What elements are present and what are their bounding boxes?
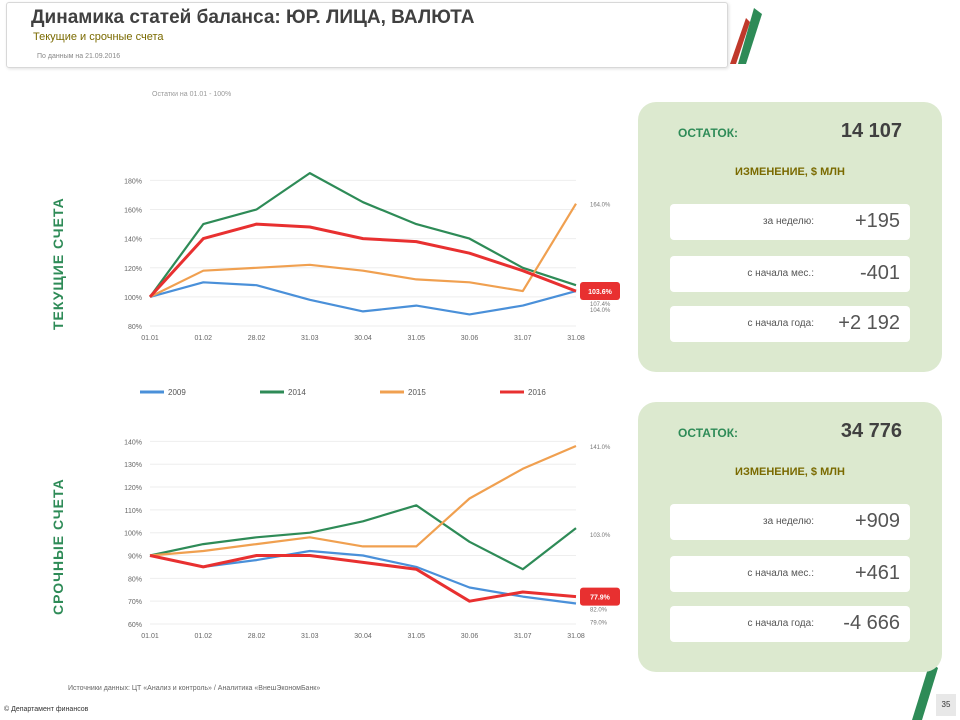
- y-tick-label: 100%: [124, 295, 142, 302]
- end-value-label: 103.0%: [590, 533, 611, 539]
- series-line-2015: [149, 203, 577, 298]
- x-tick-label: 31.03: [301, 633, 319, 640]
- highlight-box: [580, 587, 620, 606]
- end-value-label: 104.0%: [590, 308, 611, 314]
- row-month: с начала мес.: +461: [670, 556, 910, 592]
- y-tick-label: 110%: [125, 508, 142, 515]
- row-label: с начала года:: [747, 618, 814, 629]
- y-tick-label: 60%: [128, 622, 142, 629]
- highlight-value-label: 77.9%: [590, 595, 611, 602]
- y-tick-label: 70%: [128, 599, 142, 606]
- x-tick-label: 01.01: [141, 335, 159, 342]
- row-label: с начала мес.:: [747, 568, 814, 579]
- chart-current-accounts: Остатки на 01.01 - 100% 80% 100% 120% 140% 16…: [124, 91, 620, 342]
- end-value-label: 107.4%: [590, 302, 611, 308]
- series-line-2016: [149, 554, 577, 603]
- brand-logo-icon: [730, 8, 762, 64]
- row-value: +461: [854, 562, 900, 584]
- y-tick-label: 180%: [124, 178, 142, 185]
- row-week: за неделю: +909: [670, 504, 910, 540]
- end-value-label: 79.0%: [590, 620, 608, 626]
- y-tick-label: 120%: [124, 485, 142, 492]
- x-tick-label: 28.02: [248, 633, 266, 640]
- x-tick-label: 30.06: [461, 335, 479, 342]
- section-label-term: СРОЧНЫЕ СЧЕТА: [50, 478, 66, 615]
- series-line-2009: [149, 281, 577, 316]
- panel-current: ОСТАТОК: 14 107 ИЗМЕНЕНИЕ, $ МЛН за неде…: [638, 102, 942, 372]
- x-tick-label: 01.02: [194, 633, 212, 640]
- series-line-2016: [148, 222, 577, 298]
- chart-note: Остатки на 01.01 - 100%: [152, 91, 231, 98]
- row-value: -401: [859, 262, 900, 284]
- brand-logo-icon-bottom: [912, 662, 938, 720]
- header-box: Динамика статей баланса: ЮР. ЛИЦА, ВАЛЮТ…: [6, 2, 728, 68]
- y-tick-label: 160%: [124, 208, 142, 215]
- row-value: -4 666: [843, 612, 900, 634]
- x-tick-label: 30.06: [461, 633, 479, 640]
- row-month: с начала мес.: -401: [670, 256, 910, 292]
- x-tick-label: 01.02: [194, 335, 212, 342]
- x-tick-label: 31.08: [567, 335, 585, 342]
- section-label-current: ТЕКУЩИЕ СЧЕТА: [50, 197, 66, 330]
- x-tick-label: 31.03: [301, 335, 319, 342]
- row-value: +2 192: [838, 312, 900, 334]
- y-tick-label: 130%: [124, 462, 142, 469]
- page-title: Динамика статей баланса: ЮР. ЛИЦА, ВАЛЮТ…: [31, 7, 475, 28]
- series-line-2014: [149, 504, 577, 571]
- row-year: с начала года: +2 192: [670, 306, 910, 342]
- legend-label: 2014: [288, 388, 306, 397]
- row-value: +195: [854, 210, 900, 232]
- highlight-box: [580, 282, 620, 301]
- row-week: за неделю: +195: [670, 204, 910, 240]
- highlight-value-label: 103.6%: [588, 289, 613, 296]
- copyright: © Департамент финансов: [4, 706, 89, 713]
- legend-label: 2016: [528, 388, 546, 397]
- balance-value: 34 776: [840, 420, 902, 442]
- y-tick-label: 80%: [128, 576, 142, 583]
- row-year: с начала года: -4 666: [670, 606, 910, 642]
- x-tick-label: 31.05: [407, 335, 425, 342]
- x-tick-label: 31.05: [407, 633, 425, 640]
- end-value-label: 164.0%: [590, 203, 611, 209]
- y-tick-label: 140%: [124, 237, 142, 244]
- change-title: ИЗМЕНЕНИЕ, $ МЛН: [735, 166, 845, 178]
- x-tick-label: 30.04: [354, 633, 372, 640]
- row-label: за неделю:: [763, 516, 814, 527]
- balance-label: ОСТАТОК:: [678, 126, 739, 140]
- series-line-2014: [149, 171, 577, 298]
- source-note: Источники данных: ЦТ «Анализ и контроль»…: [68, 685, 321, 692]
- end-value-label: 82.0%: [590, 608, 608, 614]
- chart-term-accounts: Остатки на 01.01 - 100%60%70%80%90%100%1…: [124, 439, 620, 640]
- y-tick-label: 100%: [124, 531, 142, 538]
- x-tick-label: 01.01: [141, 633, 159, 640]
- x-tick-label: 31.07: [514, 633, 532, 640]
- chart-legend: 2009 2014 2015 2016: [140, 388, 546, 397]
- legend-label: 2009: [168, 388, 186, 397]
- row-label: с начала года:: [747, 318, 814, 329]
- panel-term: ОСТАТОК: 34 776 ИЗМЕНЕНИЕ, $ МЛН за неде…: [638, 402, 942, 672]
- row-label: с начала мес.:: [747, 268, 814, 279]
- row-label: за неделю:: [763, 216, 814, 227]
- y-tick-label: 90%: [128, 554, 142, 561]
- y-tick-label: 80%: [128, 324, 142, 331]
- x-tick-label: 30.04: [354, 335, 372, 342]
- legend-label: 2015: [408, 388, 426, 397]
- change-title: ИЗМЕНЕНИЕ, $ МЛН: [735, 466, 845, 478]
- date-note: По данным на 21.09.2016: [37, 53, 121, 60]
- y-tick-label: 140%: [124, 439, 142, 446]
- y-tick-label: 120%: [124, 266, 142, 273]
- page-subtitle: Текущие и срочные счета: [33, 31, 164, 43]
- row-value: +909: [854, 510, 900, 532]
- x-tick-label: 31.08: [567, 633, 585, 640]
- end-value-label: 141.0%: [590, 445, 611, 451]
- x-tick-label: 31.07: [514, 335, 532, 342]
- balance-label: ОСТАТОК:: [678, 426, 739, 440]
- page-number: 35: [936, 694, 956, 716]
- x-tick-label: 28.02: [248, 335, 266, 342]
- series-line-2015: [149, 444, 577, 557]
- balance-value: 14 107: [840, 120, 902, 142]
- series-line-2009: [149, 549, 577, 605]
